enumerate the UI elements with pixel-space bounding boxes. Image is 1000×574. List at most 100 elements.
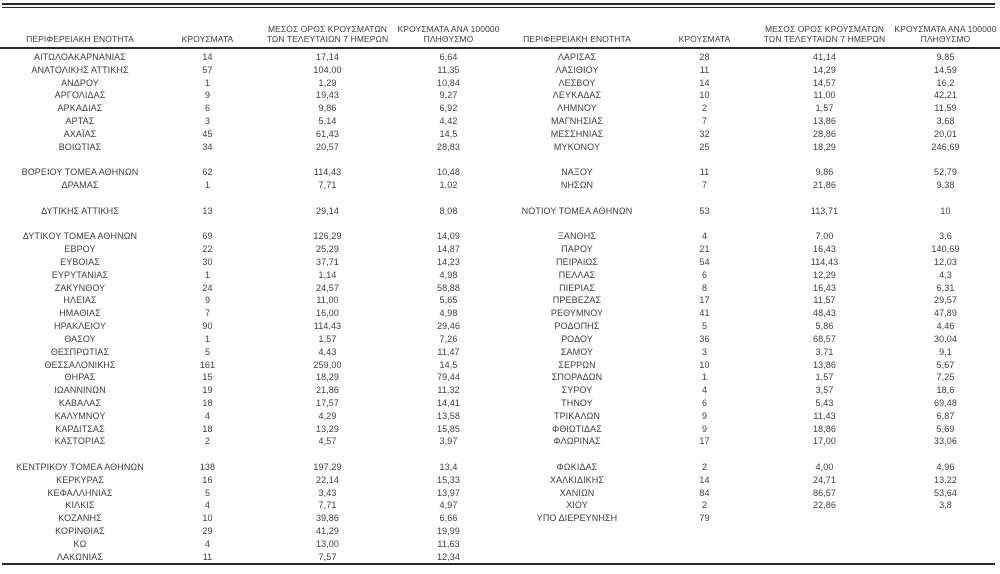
cases-cell: 25 (699, 141, 710, 152)
per100k-cell: 19,99 (436, 526, 461, 537)
per100k-cell: 13,22 (933, 474, 958, 485)
per100k-cell: 9,38 (936, 180, 955, 191)
avg7-cell: 7,71 (318, 500, 337, 511)
avg7-cell: 3,57 (815, 385, 834, 396)
cases-cell: 5 (204, 487, 211, 498)
region-cell: ΧΙΟΥ (566, 500, 588, 511)
region-cell: ΛΑΣΙΘΙΟΥ (555, 64, 599, 75)
avg7-cell: 114,43 (313, 321, 342, 332)
region-cell: ΧΑΛΚΙΔΙΚΗΣ (549, 474, 605, 485)
per100k-cell: 4,97 (439, 500, 458, 511)
table-row: ΣΕΡΡΩΝ 10 13,86 5,67 (497, 359, 994, 372)
col-header-avg7: ΜΕΣΟΣ ΟΡΟΣ ΚΡΟΥΣΜΑΤΩΝ ΤΩΝ ΤΕΛΕΥΤΑΙΩΝ 7 Η… (255, 18, 400, 47)
cases-cell: 9 (701, 410, 708, 421)
table-body: ΑΙΤΩΛΟΑΚΑΡΝΑΝΙΑΣ 14 17,14 6,64 ΑΝΑΤΟΛΙΚΗΣ ΑΤ… (0, 51, 1000, 564)
region-cell: ΒΟΙΩΤΙΑΣ (58, 141, 102, 152)
per100k-cell: 8,08 (439, 205, 458, 216)
per100k-cell (897, 154, 994, 167)
cases-cell: 3 (204, 116, 211, 127)
avg7-cell: 259,00 (313, 359, 342, 370)
avg7-cell: 4,00 (815, 462, 834, 472)
table-row: ΗΡΑΚΛΕΙΟΥ 90 114,43 29,46 (0, 320, 497, 333)
per100k-cell: 11,32 (437, 385, 460, 396)
per100k-cell: 14,41 (436, 397, 461, 408)
per100k-cell: 11,63 (437, 538, 460, 549)
col-header-label-line1: ΜΕΣΟΣ ΟΡΟΣ ΚΡΟΥΣΜΑΤΩΝ (764, 24, 885, 34)
cases-cell: 9 (204, 295, 211, 306)
per100k-cell: 12,03 (933, 257, 958, 267)
table-row: ΑΡΓΟΛΙΔΑΣ 9 19,43 9,27 (0, 89, 497, 102)
per100k-cell (897, 551, 994, 564)
per100k-cell: 10 (940, 205, 951, 216)
col-header-label: ΠΕΡΙΦΕΡΕΙΑΚΗ ΕΝΟΤΗΤΑ (26, 33, 134, 44)
avg7-cell: 114,43 (810, 257, 839, 267)
cases-cell: 21 (699, 244, 710, 255)
cases-cell: 62 (202, 167, 213, 178)
per100k-cell: 4,98 (439, 269, 458, 280)
cases-cell: 4 (701, 385, 708, 396)
avg7-cell (752, 154, 897, 167)
table-row: ΑΧΑΪΑΣ 45 61,43 14,5 (0, 128, 497, 141)
avg7-cell: 24,71 (812, 474, 837, 485)
table-row (497, 448, 994, 461)
region-cell (0, 448, 160, 461)
col-header-cases: ΚΡΟΥΣΜΑΤΑ (657, 18, 752, 47)
cases-cell: 14 (699, 77, 710, 88)
per100k-cell: 7,25 (936, 372, 955, 383)
cases-cell: 18 (202, 397, 213, 408)
bottom-rule (2, 563, 995, 565)
per100k-cell: 14,87 (436, 244, 461, 255)
region-cell: ΠΑΡΟΥ (561, 244, 593, 255)
region-cell: ΦΛΩΡΙΝΑΣ (553, 436, 601, 447)
cases-cell: 6 (701, 269, 708, 280)
avg7-cell: 3,43 (318, 487, 337, 498)
table-row: ΚΙΛΚΙΣ 4 7,71 4,97 (0, 499, 497, 512)
cases-cell: 2 (701, 103, 708, 114)
table-row: ΚΑΒΑΛΑΣ 18 17,57 14,41 (0, 397, 497, 410)
avg7-cell: 86,57 (812, 487, 837, 498)
region-cell: ΘΕΣΠΡΩΤΙΑΣ (50, 346, 110, 357)
per100k-cell (897, 448, 994, 461)
cases-cell: 161 (199, 359, 216, 370)
table-row: ΞΑΝΘΗΣ 4 7,00 3,6 (497, 230, 994, 243)
table-row: ΔΥΤΙΚΗΣ ΑΤΤΙΚΗΣ 13 29,14 8,08 (0, 205, 497, 218)
table-row: ΑΙΤΩΛΟΑΚΑΡΝΑΝΙΑΣ 14 17,14 6,64 (0, 51, 497, 64)
table-header-row: ΠΕΡΙΦΕΡΕΙΑΚΗ ΕΝΟΤΗΤΑ ΚΡΟΥΣΜΑΤΑ ΜΕΣΟΣ ΟΡΟ… (0, 18, 1000, 49)
region-cell: ΚΙΛΚΙΣ (65, 500, 95, 511)
table-row: ΕΥΒΟΙΑΣ 30 37,71 14,23 (0, 256, 497, 269)
avg7-cell: 21,86 (812, 180, 837, 191)
region-cell: ΑΙΤΩΛΟΑΚΑΡΝΑΝΙΑΣ (34, 52, 126, 62)
cases-cell: 6 (204, 103, 211, 114)
avg7-cell: 25,29 (315, 244, 340, 255)
avg7-cell: 24,57 (315, 282, 340, 293)
cases-cell: 28 (699, 52, 710, 62)
avg7-cell: 1,57 (815, 103, 834, 114)
cases-cell: 10 (699, 359, 710, 370)
avg7-cell: 14,29 (812, 64, 837, 75)
cases-cell (160, 218, 255, 231)
per100k-cell: 3,8 (939, 500, 952, 511)
per100k-cell: 53,64 (933, 487, 958, 498)
avg7-cell: 17,14 (315, 52, 340, 62)
avg7-cell: 104,00 (313, 64, 342, 75)
cases-cell: 1 (204, 269, 211, 280)
table-header-right: ΠΕΡΙΦΕΡΕΙΑΚΗ ΕΝΟΤΗΤΑ ΚΡΟΥΣΜΑΤΑ ΜΕΣΟΣ ΟΡΟ… (497, 18, 996, 47)
region-cell: ΚΑΡΔΙΤΣΑΣ (55, 423, 105, 434)
cases-cell: 3 (701, 346, 708, 357)
cases-cell: 1 (204, 77, 211, 88)
per100k-cell: 4,96 (936, 462, 955, 472)
per100k-cell: 9,1 (939, 346, 952, 357)
col-header-avg7: ΜΕΣΟΣ ΟΡΟΣ ΚΡΟΥΣΜΑΤΩΝ ΤΩΝ ΤΕΛΕΥΤΑΙΩΝ 7 Η… (752, 18, 897, 47)
table-row: ΡΟΔΟΠΗΣ 5 5,86 4,46 (497, 320, 994, 333)
region-cell: ΗΜΑΘΙΑΣ (59, 308, 101, 319)
region-cell: ΠΕΙΡΑΙΩΣ (556, 257, 598, 267)
cases-cell: 9 (701, 423, 708, 434)
avg7-cell: 11,00 (316, 295, 339, 306)
per100k-cell: 4,98 (439, 308, 458, 319)
per100k-cell: 3,6 (939, 231, 952, 242)
avg7-cell: 5,14 (318, 116, 337, 127)
region-cell: ΛΑΡΙΣΑΣ (557, 52, 597, 62)
region-cell: ΚΕΡΚΥΡΑΣ (56, 474, 104, 485)
region-cell: ΔΡΑΜΑΣ (61, 180, 99, 191)
table-row: ΖΑΚΥΝΘΟΥ 24 24,57 58,88 (0, 282, 497, 295)
